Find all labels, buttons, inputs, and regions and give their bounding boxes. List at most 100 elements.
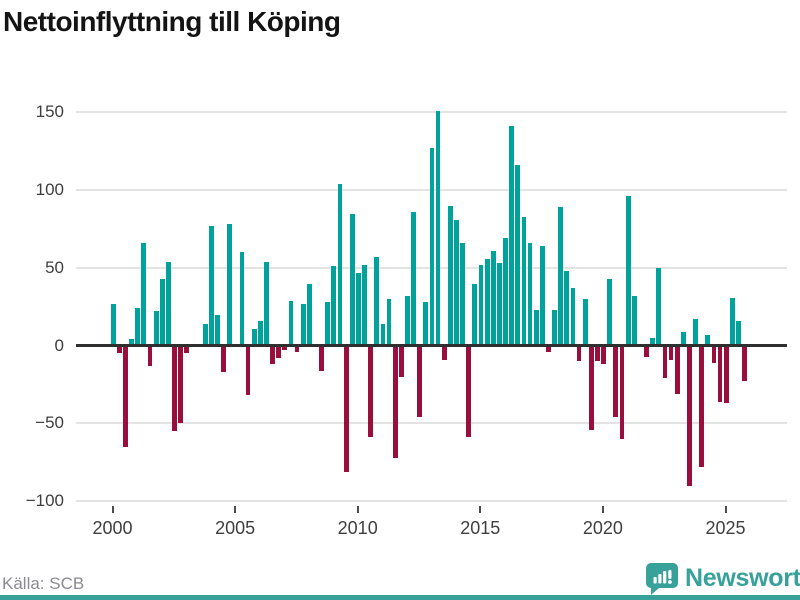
bar-2009Q2 <box>337 184 343 346</box>
y-axis-label: −50 <box>35 413 64 433</box>
bar-2005Q2 <box>239 252 245 346</box>
x-axis-tick <box>111 506 114 513</box>
bar-2008Q3 <box>319 345 325 371</box>
bar-2012Q2 <box>411 211 416 346</box>
bar-2000Q2 <box>116 345 122 354</box>
bar-2009Q1 <box>331 266 337 346</box>
bar-2012Q1 <box>405 295 410 346</box>
gridline <box>76 500 787 503</box>
source-caption: Källa: SCB <box>2 574 85 593</box>
bar-2012Q3 <box>417 345 423 418</box>
y-axis-label: 150 <box>35 102 64 122</box>
bar-2020Q3 <box>613 345 619 418</box>
bar-2002Q1 <box>159 278 165 346</box>
x-axis-tick <box>356 506 359 513</box>
newsworthy-wordmark: Newsworthy <box>685 564 800 592</box>
bar-2011Q2 <box>386 299 392 346</box>
bar-2025Q4 <box>742 345 747 382</box>
y-axis-label: 0 <box>54 335 64 355</box>
gridline <box>76 422 787 425</box>
bar-2001Q2 <box>141 243 147 346</box>
bar-2022Q1 <box>650 337 656 346</box>
bar-2023Q3 <box>687 345 692 486</box>
bar-2015Q2 <box>484 258 490 346</box>
bar-2001Q4 <box>153 311 159 346</box>
bar-2017Q4 <box>546 345 551 352</box>
bar-2012Q4 <box>423 302 429 346</box>
bar-2000Q1 <box>110 303 116 346</box>
zero-line <box>76 344 787 348</box>
bar-2014Q4 <box>472 283 478 346</box>
bar-2006Q4 <box>276 345 282 359</box>
bar-2004Q1 <box>208 225 214 346</box>
bar-2014Q2 <box>460 243 465 346</box>
bar-2025Q3 <box>736 320 741 346</box>
bar-2011Q1 <box>380 323 386 346</box>
bar-2010Q3 <box>368 345 374 438</box>
bar-2008Q1 <box>306 283 312 346</box>
bar-2021Q1 <box>625 196 631 346</box>
bar-2005Q3 <box>245 345 251 396</box>
bar-2007Q2 <box>288 300 294 346</box>
y-axis-label: 100 <box>35 180 64 200</box>
bar-2002Q4 <box>178 345 184 424</box>
bar-2003Q4 <box>202 323 208 346</box>
x-axis-tick <box>601 506 604 513</box>
bar-2013Q1 <box>429 148 435 346</box>
bar-2005Q4 <box>251 328 257 346</box>
bar-2022Q3 <box>662 345 668 379</box>
y-axis-label: −100 <box>25 491 64 511</box>
bar-2007Q1 <box>282 345 288 351</box>
bar-2004Q2 <box>215 314 220 346</box>
newsworthy-chart-bubble-icon <box>646 563 678 595</box>
bar-2020Q2 <box>607 278 613 346</box>
x-axis-label: 2015 <box>460 518 501 538</box>
bar-2015Q3 <box>490 250 496 346</box>
bar-2019Q3 <box>588 345 594 430</box>
bar-2004Q4 <box>227 224 233 346</box>
bar-2018Q1 <box>552 309 557 346</box>
bar-2016Q2 <box>509 126 515 346</box>
bar-2006Q2 <box>264 261 269 346</box>
bar-2003Q1 <box>184 345 190 354</box>
bar-2016Q4 <box>521 216 527 346</box>
bar-2010Q2 <box>362 264 367 346</box>
bar-2020Q4 <box>619 345 625 439</box>
bar-2017Q3 <box>539 246 545 346</box>
bar-2025Q2 <box>729 297 735 346</box>
bar-2023Q2 <box>680 331 686 346</box>
x-axis-label: 2020 <box>582 518 623 538</box>
bar-2008Q4 <box>325 302 331 346</box>
bar-2016Q3 <box>515 165 521 346</box>
bar-2024Q3 <box>711 345 717 363</box>
bar-2022Q2 <box>656 267 662 346</box>
brand-bottom-strip <box>0 595 800 600</box>
bar-2000Q3 <box>123 345 128 447</box>
bar-2007Q3 <box>294 345 300 352</box>
bar-2010Q4 <box>374 257 380 346</box>
bar-2022Q4 <box>668 345 674 360</box>
bar-2002Q2 <box>165 261 171 346</box>
bar-2010Q1 <box>356 272 361 346</box>
bar-2024Q1 <box>699 345 705 467</box>
x-axis-label: 2025 <box>705 518 746 538</box>
bar-2006Q3 <box>270 345 275 365</box>
bar-2006Q1 <box>257 320 263 346</box>
bar-2019Q1 <box>576 345 582 362</box>
gridline <box>76 111 787 114</box>
bar-2023Q4 <box>693 319 698 346</box>
bar-2007Q4 <box>300 303 306 346</box>
bar-2018Q4 <box>570 288 576 346</box>
x-axis-label: 2010 <box>337 518 378 538</box>
bar-2024Q2 <box>705 334 711 346</box>
chart-title: Nettoinflyttning till Köping <box>3 6 341 37</box>
x-axis-label: 2000 <box>92 518 133 538</box>
bar-2013Q3 <box>441 345 447 360</box>
bar-2016Q1 <box>503 238 508 346</box>
bar-2025Q1 <box>723 345 729 404</box>
x-axis-label: 2005 <box>215 518 256 538</box>
bar-2015Q1 <box>478 264 484 346</box>
bar-2017Q1 <box>527 243 533 346</box>
